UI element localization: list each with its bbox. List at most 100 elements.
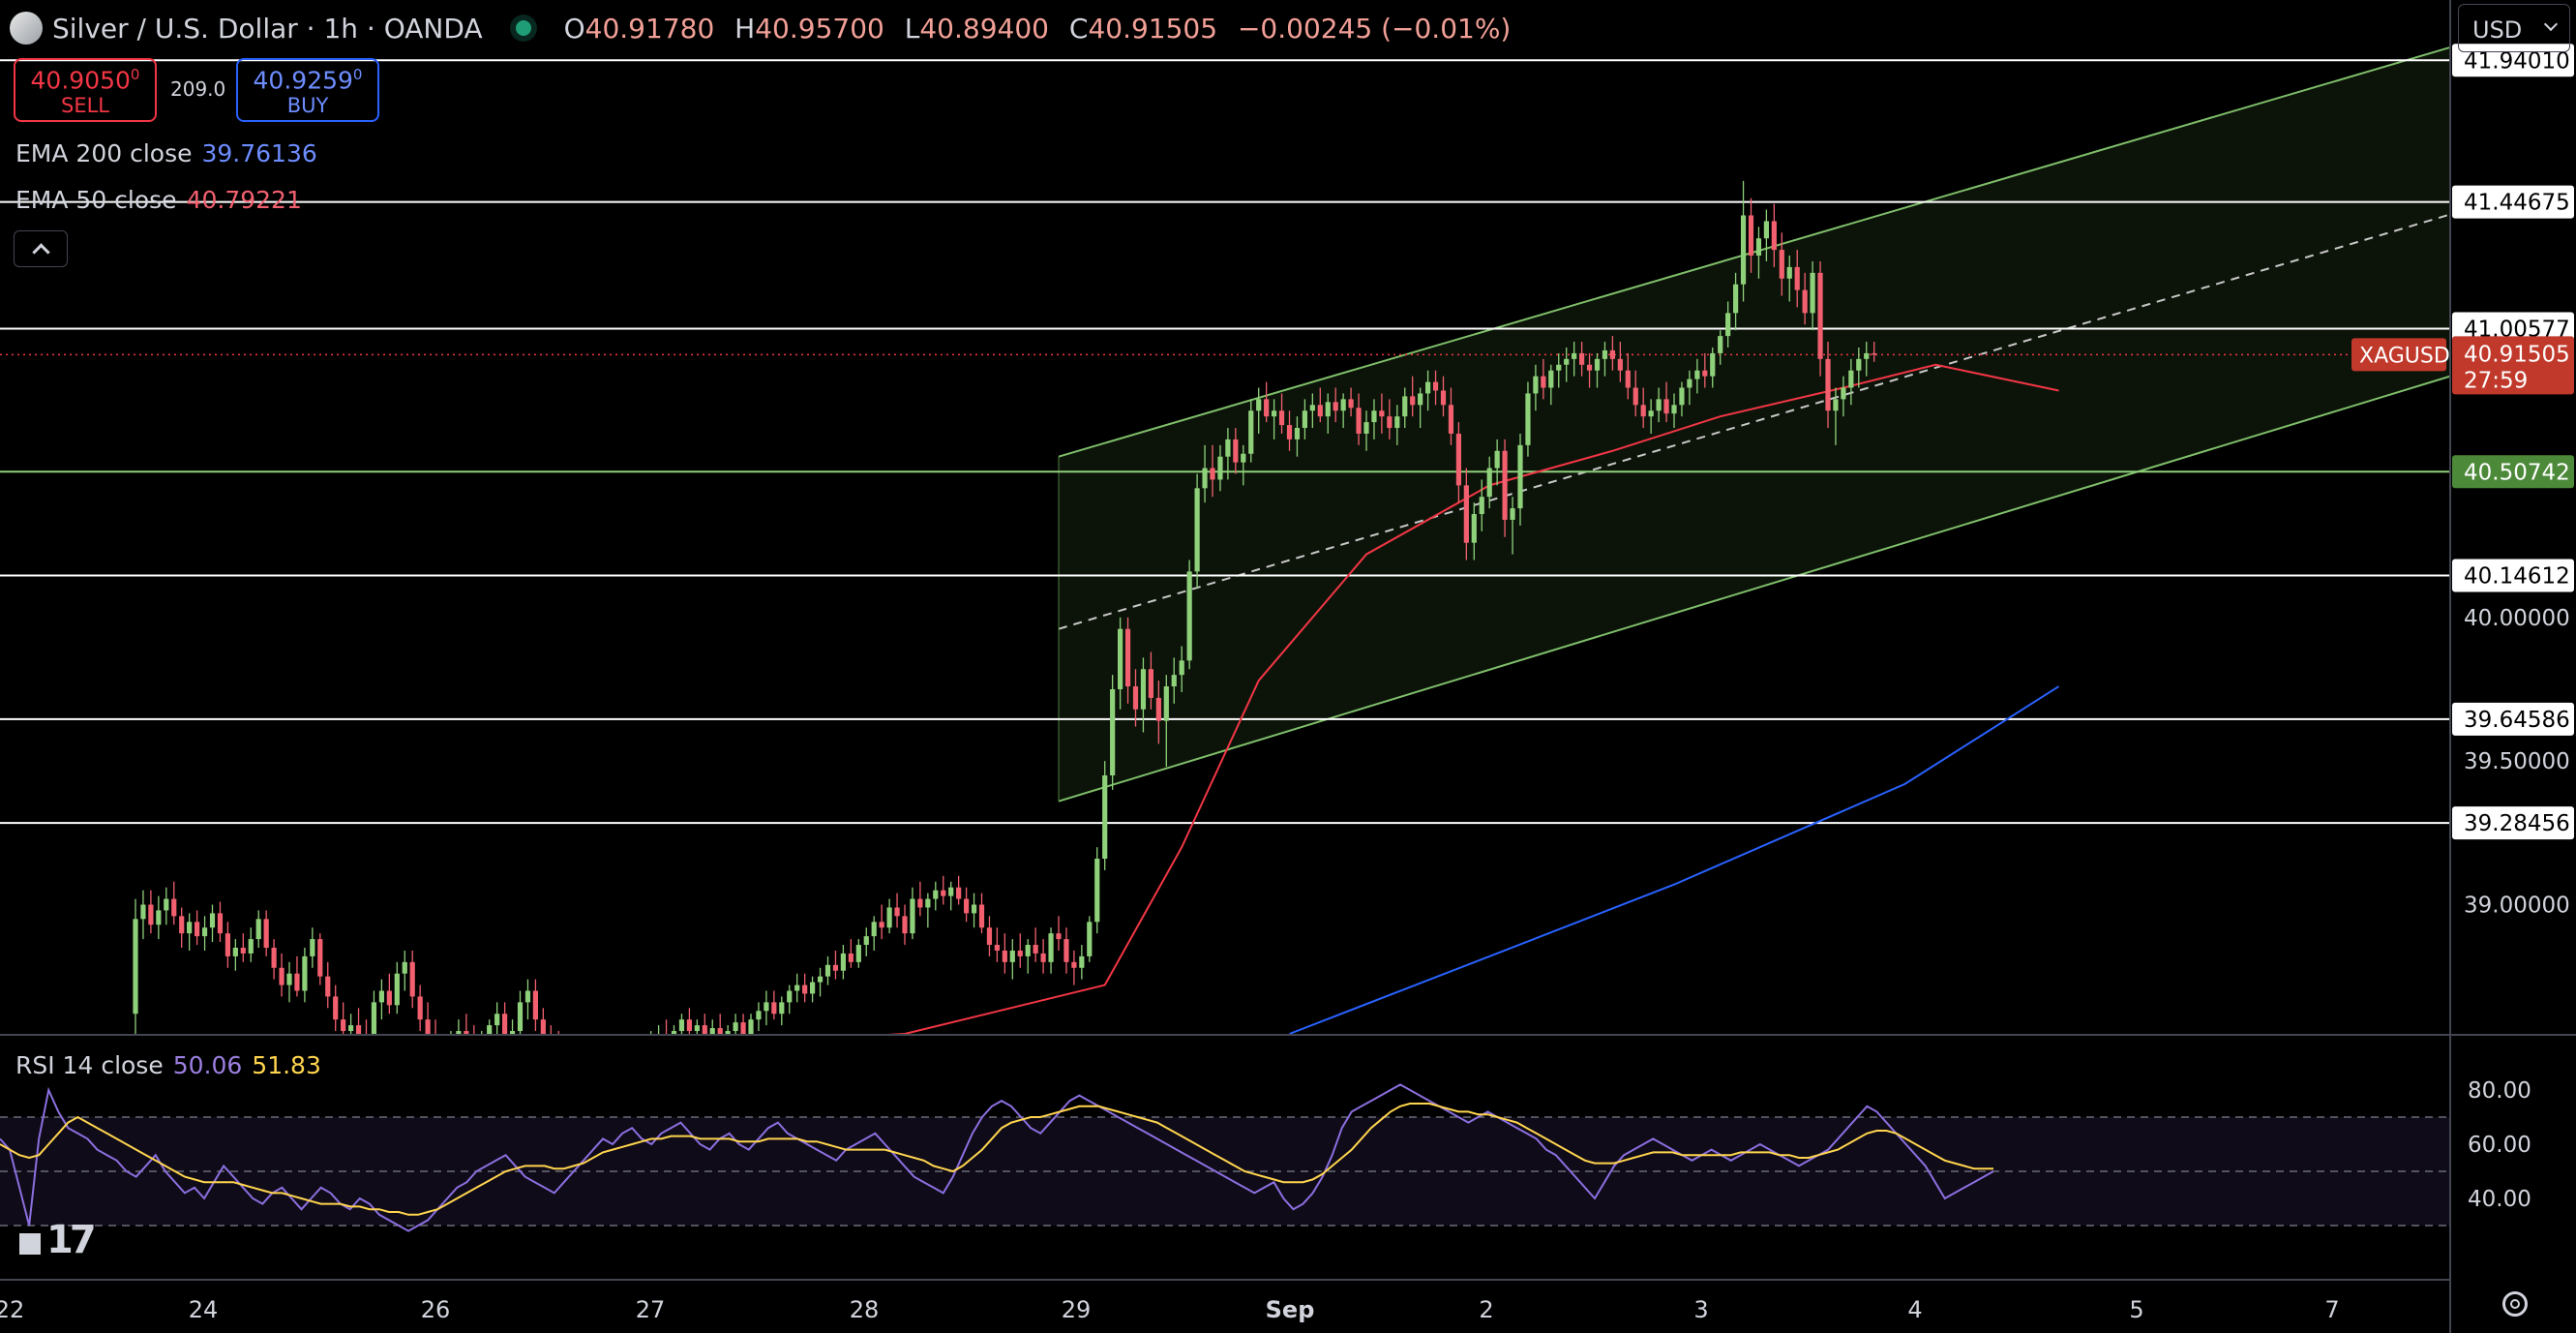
- time-tick-label: 29: [1062, 1296, 1092, 1323]
- candle-body: [1124, 628, 1131, 687]
- candle-body: [824, 964, 831, 977]
- ohlc-readout: O40.91780 H40.95700 L40.89400 C40.91505 …: [563, 12, 1512, 45]
- price-axis-bg: [2451, 0, 2576, 1333]
- settings-gear-icon[interactable]: [2502, 1291, 2528, 1317]
- candle-body: [948, 887, 954, 896]
- candle-body: [1671, 405, 1677, 414]
- time-tick-label: 2: [1479, 1296, 1493, 1323]
- candle-body: [1779, 250, 1784, 279]
- candle-body: [187, 922, 193, 934]
- candle-body: [1302, 410, 1307, 429]
- candle-body: [717, 1028, 723, 1037]
- candle-body: [1348, 399, 1354, 409]
- candle-body: [756, 1011, 762, 1020]
- candle-body: [994, 945, 1000, 951]
- rsi-tick-label: 60.00: [2468, 1133, 2531, 1158]
- candle-body: [1625, 370, 1631, 388]
- candle-body: [978, 904, 985, 928]
- candle-body: [1440, 390, 1447, 406]
- candle-body: [1471, 514, 1477, 543]
- candle-body: [1371, 410, 1377, 423]
- candle-body: [894, 907, 900, 917]
- candle-body: [279, 967, 285, 985]
- candle-body: [748, 1019, 754, 1034]
- candle-body: [494, 1014, 500, 1026]
- candle-body: [317, 939, 323, 977]
- rsi-legend[interactable]: RSI 14 close 50.06 51.83: [15, 1051, 321, 1079]
- candle-body: [1733, 284, 1739, 314]
- candle-body: [1833, 399, 1839, 411]
- rsi-line: [0, 1083, 1994, 1232]
- time-tick-label: 26: [421, 1296, 451, 1323]
- candle-body: [1025, 945, 1031, 956]
- candle-body: [240, 948, 246, 954]
- sell-button[interactable]: 40.90500 SELL: [14, 58, 157, 122]
- candle-body: [1079, 955, 1085, 968]
- symbol-title[interactable]: Silver / U.S. Dollar · 1h · OANDA: [52, 12, 483, 45]
- symbol-tag: XAGUSD: [2359, 344, 2450, 368]
- candle-body: [817, 976, 824, 983]
- candle-body: [1640, 405, 1646, 417]
- candle-body: [1748, 215, 1754, 257]
- candle-body: [1448, 405, 1454, 434]
- candle-body: [709, 1028, 715, 1034]
- candle-body: [394, 973, 400, 1006]
- current-price-label: 40.91505: [2464, 342, 2570, 367]
- candle-body: [941, 890, 946, 896]
- candle-body: [855, 945, 861, 962]
- candle-body: [1564, 358, 1570, 365]
- time-tick-label: 5: [2129, 1296, 2143, 1323]
- ema200-line: [1289, 685, 2060, 1035]
- candle-body: [341, 1019, 346, 1032]
- candle-body: [1333, 402, 1338, 411]
- ema50-legend[interactable]: EMA 50 close 40.79221: [15, 186, 302, 214]
- candle-body: [694, 1025, 700, 1032]
- candle-body: [1856, 358, 1862, 371]
- candle-body: [1825, 358, 1831, 411]
- candle-body: [1033, 945, 1038, 954]
- time-tick-label: 27: [636, 1296, 666, 1323]
- candle-body: [1317, 405, 1323, 417]
- level-label: 41.44675: [2464, 191, 2570, 216]
- candle-body: [871, 922, 877, 937]
- candle-body: [1094, 859, 1100, 923]
- candle-body: [1679, 387, 1685, 406]
- candle-body: [779, 1002, 785, 1015]
- candle-body: [1148, 669, 1153, 698]
- candle-body: [1410, 396, 1416, 406]
- candle-body: [1071, 961, 1077, 968]
- candle-body: [1294, 428, 1301, 439]
- candle-body: [1455, 433, 1461, 486]
- candle-body: [1394, 416, 1400, 429]
- candle-body: [832, 964, 839, 971]
- candle-body: [1771, 221, 1777, 251]
- candle-body: [1556, 364, 1562, 371]
- candle-body: [1118, 628, 1123, 689]
- buy-button[interactable]: 40.92590 BUY: [236, 58, 379, 122]
- candle-body: [248, 939, 254, 954]
- candle-body: [925, 898, 931, 908]
- candle-body: [1363, 422, 1369, 434]
- ema200-legend[interactable]: EMA 200 close 39.76136: [15, 139, 317, 167]
- candle-body: [1609, 349, 1615, 359]
- candle-body: [1802, 289, 1808, 314]
- candle-body: [348, 1025, 354, 1032]
- candle-body: [1048, 933, 1054, 962]
- level-label-bg: [2452, 702, 2574, 736]
- candle-body: [1379, 410, 1385, 417]
- level-label-bg: [2452, 559, 2574, 592]
- candle-body: [1040, 953, 1046, 962]
- price-change: −0.00245 (−0.01%): [1237, 12, 1512, 45]
- currency-select[interactable]: USD: [2458, 4, 2570, 52]
- level-label: 40.14612: [2464, 563, 2570, 589]
- candle-body: [302, 955, 308, 991]
- candle-body: [171, 898, 177, 917]
- channel-lower-line: [1058, 336, 2576, 803]
- candle-body: [840, 953, 846, 971]
- candle-body: [1586, 364, 1593, 371]
- candle-body: [1740, 215, 1747, 285]
- candle-body: [532, 990, 538, 1020]
- candle-body: [164, 898, 169, 911]
- collapse-legend-button[interactable]: [14, 230, 68, 267]
